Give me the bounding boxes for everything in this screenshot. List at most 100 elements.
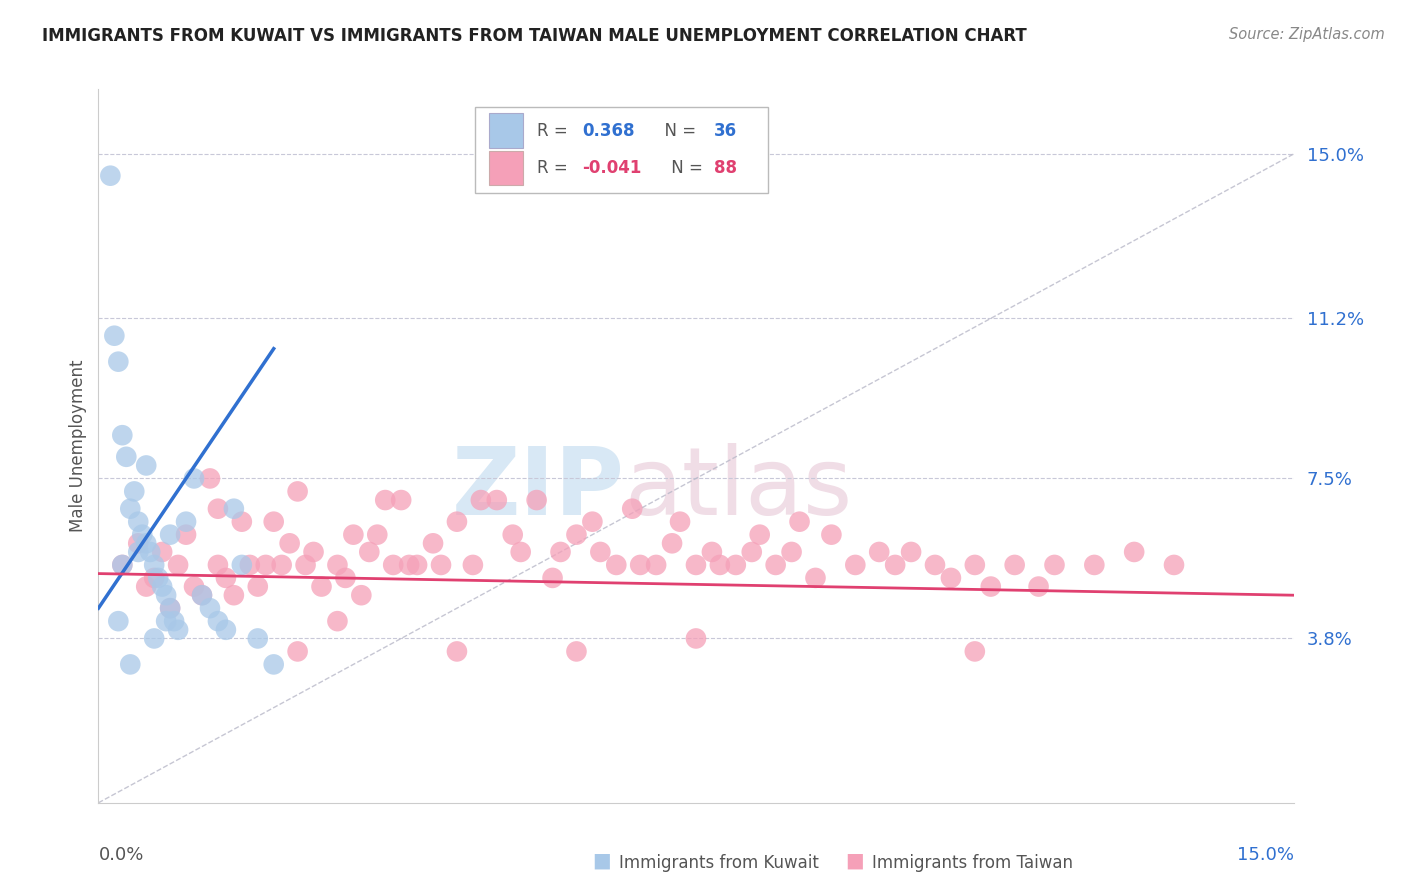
Point [174, 527, 197, 541]
Point [135, 458, 157, 473]
Point [366, 527, 388, 541]
Point [131, 527, 153, 541]
Point [406, 558, 429, 572]
Point [167, 558, 190, 572]
Point [198, 471, 221, 485]
Point [263, 657, 285, 672]
Point [120, 501, 142, 516]
Point [446, 515, 468, 529]
Point [115, 450, 138, 464]
Text: ZIP: ZIP [451, 442, 624, 535]
Point [207, 501, 229, 516]
Text: R =: R = [537, 159, 574, 177]
Point [127, 536, 149, 550]
Point [107, 614, 129, 628]
Point [550, 545, 572, 559]
Point [900, 545, 922, 559]
Point [335, 571, 357, 585]
Point [127, 545, 149, 559]
Point [246, 580, 269, 594]
Point [215, 571, 238, 585]
Point [174, 515, 197, 529]
Point [287, 644, 309, 658]
Text: 36: 36 [714, 121, 737, 139]
Point [820, 527, 842, 541]
Text: -0.041: -0.041 [582, 159, 641, 177]
Point [183, 471, 205, 485]
Point [581, 515, 603, 529]
Point [1123, 545, 1146, 559]
Point [685, 558, 707, 572]
Point [111, 558, 134, 572]
Point [135, 536, 157, 550]
Point [963, 558, 986, 572]
Point [222, 501, 245, 516]
Point [302, 545, 325, 559]
FancyBboxPatch shape [475, 107, 768, 193]
Point [124, 484, 146, 499]
Point [150, 580, 173, 594]
Point [127, 515, 149, 529]
Point [159, 601, 181, 615]
Point [963, 644, 986, 658]
Point [311, 580, 333, 594]
Point [748, 527, 770, 541]
Point [215, 623, 238, 637]
Point [98, 169, 122, 183]
Text: ▪: ▪ [844, 847, 865, 875]
Point [207, 614, 229, 628]
Point [103, 328, 125, 343]
Point [382, 558, 405, 572]
Point [422, 536, 444, 550]
Point [246, 632, 269, 646]
Point [350, 588, 373, 602]
Point [1004, 558, 1026, 572]
Point [700, 545, 723, 559]
Point [107, 354, 129, 368]
Point [167, 623, 190, 637]
Point [183, 580, 205, 594]
Point [231, 515, 253, 529]
Point [287, 484, 309, 499]
Point [111, 428, 134, 442]
Point [628, 558, 651, 572]
Point [155, 588, 177, 602]
Point [143, 558, 166, 572]
Text: R =: R = [537, 121, 574, 139]
Point [741, 545, 763, 559]
Text: N =: N = [654, 121, 702, 139]
Point [980, 580, 1002, 594]
Text: ▪: ▪ [591, 847, 612, 875]
Point [509, 545, 531, 559]
Point [191, 588, 214, 602]
Point [1028, 580, 1050, 594]
Point [485, 493, 508, 508]
Bar [489, 151, 523, 185]
Point [1083, 558, 1105, 572]
Point [565, 644, 588, 658]
Point [661, 536, 683, 550]
Text: IMMIGRANTS FROM KUWAIT VS IMMIGRANTS FROM TAIWAN MALE UNEMPLOYMENT CORRELATION C: IMMIGRANTS FROM KUWAIT VS IMMIGRANTS FRO… [42, 27, 1026, 45]
Point [924, 558, 946, 572]
Text: Immigrants from Taiwan: Immigrants from Taiwan [872, 854, 1073, 871]
Y-axis label: Male Unemployment: Male Unemployment [69, 359, 87, 533]
Point [884, 558, 907, 572]
Point [685, 632, 707, 646]
Point [502, 527, 524, 541]
Point [605, 558, 627, 572]
Point [868, 545, 890, 559]
Point [239, 558, 262, 572]
Text: atlas: atlas [624, 442, 852, 535]
Point [446, 644, 468, 658]
Point [461, 558, 484, 572]
Point [398, 558, 420, 572]
Point [780, 545, 803, 559]
Point [148, 571, 170, 585]
Point [111, 558, 134, 572]
Text: 0.0%: 0.0% [98, 846, 143, 863]
Point [765, 558, 787, 572]
Point [254, 558, 277, 572]
Point [724, 558, 747, 572]
Point [150, 545, 173, 559]
Point [470, 493, 492, 508]
